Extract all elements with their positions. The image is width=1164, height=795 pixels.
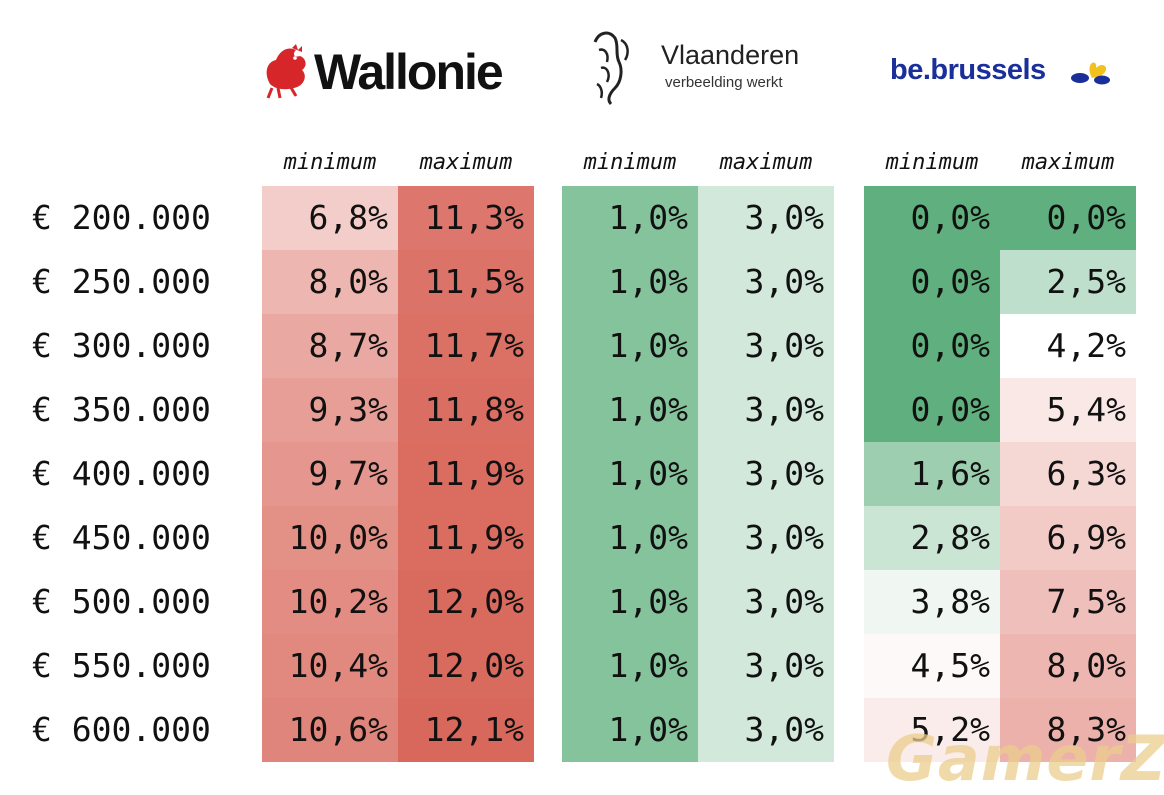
table-cell: 2,5% [1000,250,1136,314]
brussels-wordmark: be.brussels [890,54,1046,86]
brussels-logo: be.brussels [890,50,1120,90]
iris-flower-icon [1071,62,1110,85]
row-label: € 550.000 [32,646,211,685]
column-header-4: minimum [885,150,979,175]
vlaanderen-logo: Vlaanderen verbeelding werkt [585,22,825,122]
table-cell: 8,0% [262,250,398,314]
table-cell: 10,4% [262,634,398,698]
table-cell: 3,0% [698,698,834,762]
watermark: GamerZ [886,722,1164,795]
table-cell: 12,0% [398,634,534,698]
row-label: € 250.000 [32,262,211,301]
table-cell: 4,5% [864,634,1000,698]
table-cell: 11,5% [398,250,534,314]
table-cell: 1,6% [864,442,1000,506]
row-label: € 400.000 [32,454,211,493]
table-cell: 12,0% [398,570,534,634]
table-cell: 11,7% [398,314,534,378]
table-cell: 0,0% [1000,186,1136,250]
table-cell: 9,7% [262,442,398,506]
table-cell: 1,0% [562,506,698,570]
row-label: € 600.000 [32,710,211,749]
table-cell: 7,5% [1000,570,1136,634]
vlaanderen-wordmark: Vlaanderen [661,40,800,70]
row-label: € 200.000 [32,198,211,237]
table-cell: 3,0% [698,186,834,250]
table-cell: 8,0% [1000,634,1136,698]
column-header-2: minimum [583,150,677,175]
table-cell: 0,0% [864,314,1000,378]
table-cell: 0,0% [864,378,1000,442]
table-cell: 5,2% [864,698,1000,762]
table-cell: 12,1% [398,698,534,762]
column-header-1: maximum [419,150,513,175]
column-header-0: minimum [283,150,377,175]
table-cell: 1,0% [562,442,698,506]
table-cell: 1,0% [562,250,698,314]
table-cell: 0,0% [864,186,1000,250]
vlaanderen-tagline: verbeelding werkt [665,74,783,91]
table-cell: 10,0% [262,506,398,570]
row-label: € 500.000 [32,582,211,621]
table-cell: 6,3% [1000,442,1136,506]
table-cell: 11,9% [398,506,534,570]
row-label: € 350.000 [32,390,211,429]
column-header-5: maximum [1021,150,1115,175]
lion-icon [593,31,629,106]
table-cell: 6,8% [262,186,398,250]
table-cell: 1,0% [562,570,698,634]
table-cell: 10,2% [262,570,398,634]
wallonie-logo: Wallonie [262,40,542,100]
row-label: € 450.000 [32,518,211,557]
table-cell: 3,0% [698,378,834,442]
table-cell: 1,0% [562,314,698,378]
table-cell: 8,7% [262,314,398,378]
table-cell: 3,0% [698,314,834,378]
table-cell: 1,0% [562,698,698,762]
table-cell: 3,0% [698,250,834,314]
row-label: € 300.000 [32,326,211,365]
table-cell: 11,9% [398,442,534,506]
table-cell: 9,3% [262,378,398,442]
rooster-icon [266,44,306,99]
table-cell: 11,3% [398,186,534,250]
table-cell: 3,0% [698,570,834,634]
table-cell: 10,6% [262,698,398,762]
table-cell: 5,4% [1000,378,1136,442]
table-cell: 0,0% [864,250,1000,314]
table-cell: 3,8% [864,570,1000,634]
table-cell: 3,0% [698,506,834,570]
table-cell: 8,3% [1000,698,1136,762]
table-cell: 3,0% [698,442,834,506]
table-cell: 1,0% [562,186,698,250]
table-cell: 1,0% [562,378,698,442]
table-cell: 11,8% [398,378,534,442]
table-cell: 6,9% [1000,506,1136,570]
table-cell: 3,0% [698,634,834,698]
wallonie-wordmark: Wallonie [314,44,504,100]
table-cell: 1,0% [562,634,698,698]
table-cell: 4,2% [1000,314,1136,378]
table-cell: 2,8% [864,506,1000,570]
column-header-3: maximum [719,150,813,175]
